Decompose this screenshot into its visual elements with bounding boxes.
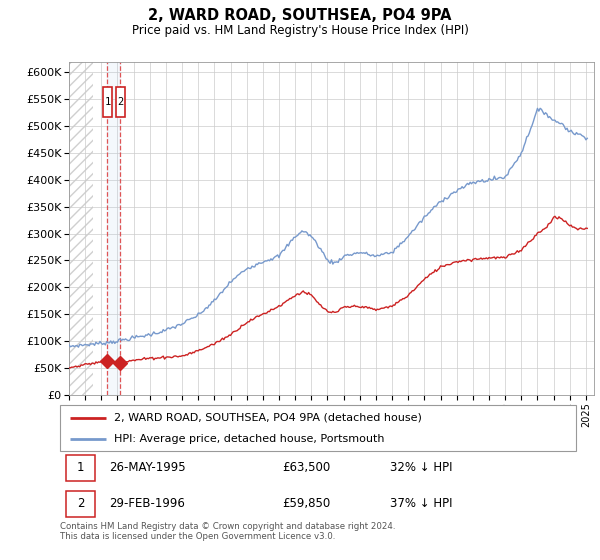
Text: £63,500: £63,500 xyxy=(282,461,330,474)
Text: Contains HM Land Registry data © Crown copyright and database right 2024.
This d: Contains HM Land Registry data © Crown c… xyxy=(60,522,395,542)
Text: 2: 2 xyxy=(77,497,84,510)
Text: 2, WARD ROAD, SOUTHSEA, PO4 9PA: 2, WARD ROAD, SOUTHSEA, PO4 9PA xyxy=(148,8,452,24)
Text: £59,850: £59,850 xyxy=(282,497,330,510)
Text: 1: 1 xyxy=(77,461,84,474)
Text: 29-FEB-1996: 29-FEB-1996 xyxy=(109,497,185,510)
FancyBboxPatch shape xyxy=(66,491,95,517)
Text: 26-MAY-1995: 26-MAY-1995 xyxy=(109,461,185,474)
Bar xyxy=(107,62,120,395)
Text: 37% ↓ HPI: 37% ↓ HPI xyxy=(390,497,453,510)
FancyBboxPatch shape xyxy=(66,455,95,480)
Text: 32% ↓ HPI: 32% ↓ HPI xyxy=(390,461,453,474)
Text: HPI: Average price, detached house, Portsmouth: HPI: Average price, detached house, Port… xyxy=(114,435,385,444)
Text: 1: 1 xyxy=(104,97,110,107)
Text: 2, WARD ROAD, SOUTHSEA, PO4 9PA (detached house): 2, WARD ROAD, SOUTHSEA, PO4 9PA (detache… xyxy=(114,413,422,423)
FancyBboxPatch shape xyxy=(60,405,576,451)
Text: 2: 2 xyxy=(117,97,123,107)
FancyBboxPatch shape xyxy=(103,87,112,117)
FancyBboxPatch shape xyxy=(116,87,125,117)
Text: Price paid vs. HM Land Registry's House Price Index (HPI): Price paid vs. HM Land Registry's House … xyxy=(131,24,469,36)
